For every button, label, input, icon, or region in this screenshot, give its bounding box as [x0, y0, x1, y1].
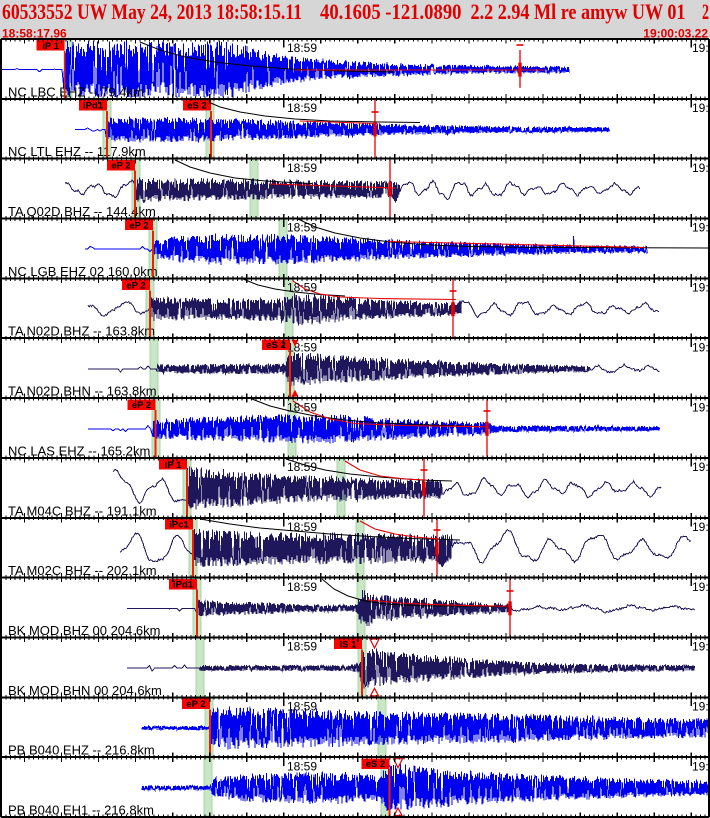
svg-text:iPd1: iPd1	[173, 580, 194, 591]
svg-text:19:00:03.22: 19:00:03.22	[643, 26, 708, 40]
svg-text:TA N02D BHZ -- 163.8km: TA N02D BHZ -- 163.8km	[8, 324, 155, 339]
svg-text:19:0: 19:0	[692, 281, 710, 295]
svg-text:BK MOD BHN 00 204.6km: BK MOD BHN 00 204.6km	[8, 683, 162, 698]
svg-text:TA Q02D BHZ -- 144.4km: TA Q02D BHZ -- 144.4km	[8, 204, 156, 219]
svg-text:eP 2: eP 2	[111, 161, 130, 172]
svg-text:19:0: 19:0	[692, 520, 710, 534]
svg-text:19:0: 19:0	[692, 340, 710, 354]
svg-text:18:59: 18:59	[287, 460, 317, 474]
svg-text:18:59: 18:59	[287, 340, 317, 354]
svg-text:iP 1: iP 1	[165, 460, 182, 471]
svg-text:2: 2	[702, 0, 709, 24]
svg-text:60533552 UW May 24, 2013 18:58: 60533552 UW May 24, 2013 18:58:15.11	[2, 0, 302, 24]
svg-text:PB B040 EHZ -- 216.8km: PB B040 EHZ -- 216.8km	[8, 743, 155, 758]
svg-text:18:59: 18:59	[287, 161, 317, 175]
svg-text:19:0: 19:0	[692, 101, 710, 115]
svg-text:NC LGB EHZ 02 160.0km: NC LGB EHZ 02 160.0km	[8, 264, 158, 279]
svg-text:18:59: 18:59	[287, 221, 317, 235]
svg-text:40.1605 -121.0890: 40.1605 -121.0890	[320, 0, 462, 24]
svg-text:18:59: 18:59	[287, 640, 317, 654]
svg-text:NC LTL EHZ -- 117.9km: NC LTL EHZ -- 117.9km	[8, 144, 146, 159]
svg-text:eP 2: eP 2	[132, 400, 151, 411]
svg-text:18:59: 18:59	[287, 281, 317, 295]
svg-text:18:58:17.96: 18:58:17.96	[2, 26, 67, 40]
svg-text:18:59: 18:59	[287, 520, 317, 534]
svg-text:iP 1: iP 1	[42, 41, 59, 52]
svg-text:eP 2: eP 2	[126, 280, 145, 291]
svg-text:NC LBC EHZ -- 79.4km: NC LBC EHZ -- 79.4km	[8, 84, 144, 99]
svg-text:TA M04C BHZ -- 191.1km: TA M04C BHZ -- 191.1km	[8, 503, 157, 518]
svg-text:18:59: 18:59	[287, 700, 317, 714]
svg-text:TA N02D BHN -- 163.8km: TA N02D BHN -- 163.8km	[8, 384, 157, 399]
svg-text:19:0: 19:0	[692, 640, 710, 654]
svg-text:iPc1: iPc1	[169, 520, 189, 531]
svg-text:19:0: 19:0	[692, 161, 710, 175]
svg-text:eS 2: eS 2	[366, 759, 386, 770]
svg-text:iPd1: iPd1	[83, 101, 104, 112]
svg-text:18:59: 18:59	[287, 101, 317, 115]
svg-text:BK MOD BHZ 00 204.6km: BK MOD BHZ 00 204.6km	[8, 623, 160, 638]
svg-text:PB B040 EH1 -- 216.8km: PB B040 EH1 -- 216.8km	[8, 803, 154, 818]
svg-text:18:59: 18:59	[287, 41, 317, 55]
svg-text:19:0: 19:0	[692, 41, 710, 55]
svg-text:19:0: 19:0	[692, 221, 710, 235]
svg-text:19:0: 19:0	[692, 700, 710, 714]
svg-text:iS 1: iS 1	[340, 639, 358, 650]
svg-text:18:59: 18:59	[287, 759, 317, 773]
svg-text:18:59: 18:59	[287, 580, 317, 594]
svg-text:19:0: 19:0	[692, 400, 710, 414]
svg-text:19:0: 19:0	[692, 460, 710, 474]
svg-text:19:0: 19:0	[692, 759, 710, 773]
svg-text:19:0: 19:0	[692, 580, 710, 594]
svg-text:TA M02C BHZ -- 202.1km: TA M02C BHZ -- 202.1km	[8, 563, 157, 578]
svg-text:eS 2: eS 2	[266, 340, 286, 351]
svg-text:18:59: 18:59	[287, 400, 317, 414]
svg-text:eS 2: eS 2	[187, 101, 207, 112]
svg-text:eP 2: eP 2	[186, 699, 205, 710]
svg-text:NC LAS EHZ -- 165.2km: NC LAS EHZ -- 165.2km	[8, 443, 150, 458]
svg-text:2.2 2.94 Ml re amyw UW 01: 2.2 2.94 Ml re amyw UW 01	[471, 0, 686, 24]
svg-text:eP 2: eP 2	[129, 220, 148, 231]
